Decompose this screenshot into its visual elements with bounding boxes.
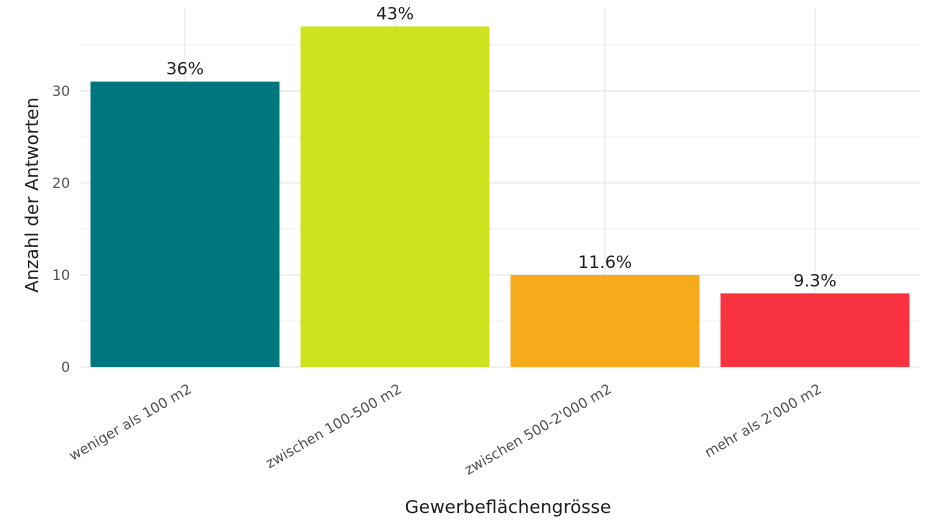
x-tick-label: weniger als 100 m2 [67,381,195,464]
x-tick-label: mehr als 2'000 m2 [702,381,824,461]
data-label: 11.6% [578,253,632,273]
data-label: 9.3% [793,271,836,291]
y-tick-label: 30 [52,84,70,100]
y-tick-label: 20 [52,176,70,192]
x-tick-label: zwischen 500-2'000 m2 [462,381,614,478]
y-tick-label: 0 [61,360,70,376]
bar [510,274,700,367]
bar [720,293,910,367]
y-tick-labels: 0 10 20 30 [52,84,70,376]
bar [90,81,280,368]
bars [90,26,910,368]
x-tick-labels: weniger als 100 m2 zwischen 100-500 m2 zwi… [67,381,825,478]
x-axis-title: Gewerbeflächengrösse [405,497,611,518]
data-label: 36% [166,60,204,80]
y-axis-title: Anzahl der Antworten [22,97,43,292]
bar [300,26,490,368]
y-tick-label: 10 [52,268,70,284]
x-tick-label: zwischen 100-500 m2 [263,381,404,472]
data-label: 43% [376,4,414,24]
data-labels: 36% 43% 11.6% 9.3% [166,4,837,291]
